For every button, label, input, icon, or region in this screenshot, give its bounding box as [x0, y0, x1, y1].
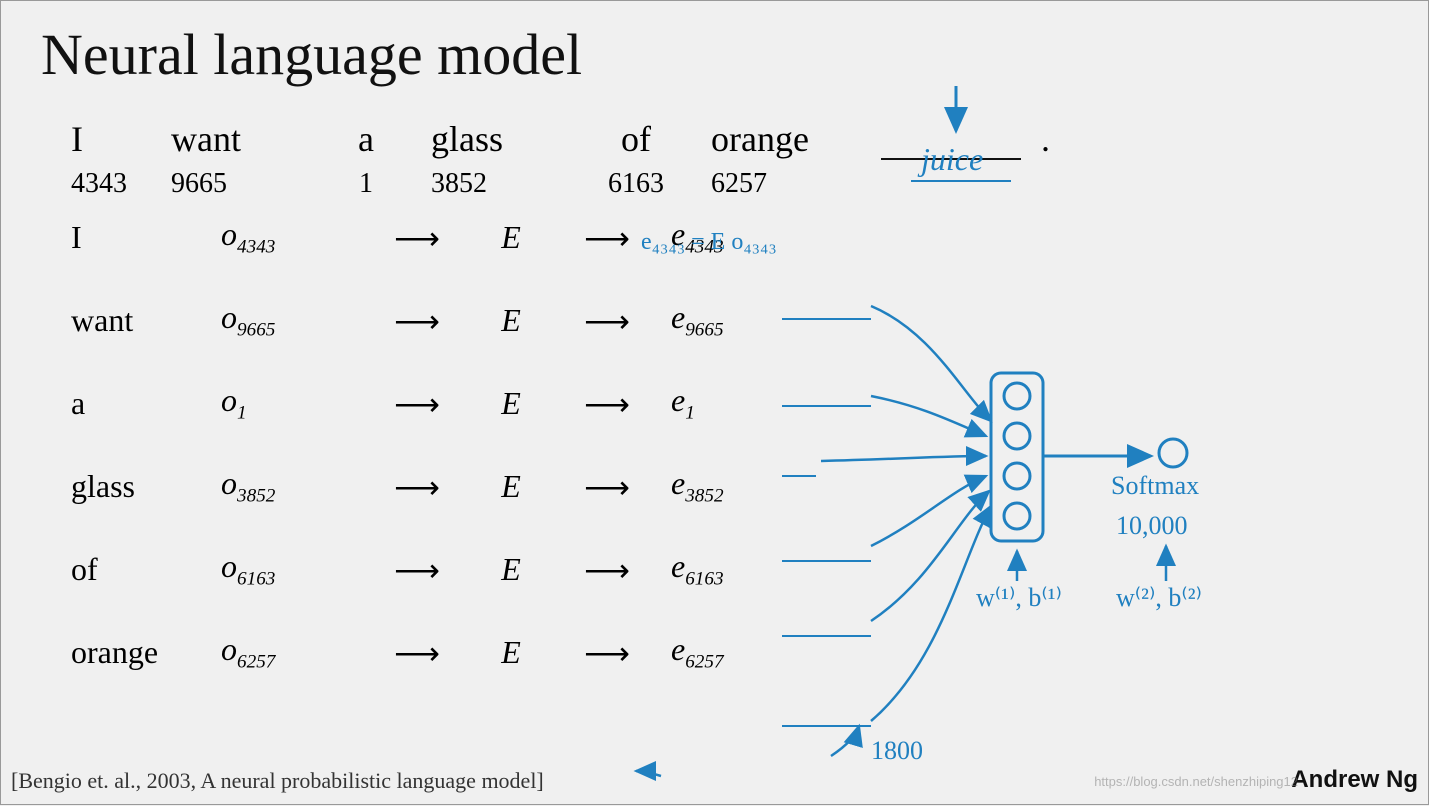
- onehot-vector: o6163: [221, 548, 351, 590]
- slide-title: Neural language model: [41, 21, 1388, 88]
- arrow-icon: ⟶: [351, 302, 481, 340]
- hand-w1: w⁽¹⁾, b⁽¹⁾: [976, 583, 1062, 613]
- word-of: of: [581, 118, 691, 160]
- arrow-icon: ⟶: [351, 219, 481, 257]
- word-want: want: [171, 118, 301, 160]
- arrow-icon: ⟶: [351, 385, 481, 423]
- id-4: 6163: [581, 168, 691, 200]
- embed-matrix-symbol: E: [481, 634, 541, 671]
- onehot-vector: o6257: [221, 631, 351, 673]
- embed-output: e6257: [671, 631, 811, 673]
- arrow-icon: ⟶: [351, 551, 481, 589]
- word-glass: glass: [431, 118, 561, 160]
- sentence-words-row: I want a glass of orange .: [71, 118, 1388, 160]
- arrow-icon: ⟶: [541, 634, 671, 672]
- onehot-vector: o9665: [221, 299, 351, 341]
- id-0: 4343: [71, 168, 151, 200]
- arrow-icon: ⟶: [541, 551, 671, 589]
- arrow-icon: ⟶: [541, 302, 671, 340]
- embed-matrix-symbol: E: [481, 219, 541, 256]
- id-5: 6257: [711, 168, 861, 200]
- embed-row-a: ao1⟶E⟶e1: [71, 381, 1388, 426]
- embed-word: want: [71, 302, 221, 339]
- embed-output: e3852: [671, 465, 811, 507]
- arrow-icon: ⟶: [541, 385, 671, 423]
- embed-matrix-symbol: E: [481, 468, 541, 505]
- embed-word: I: [71, 219, 221, 256]
- hand-juice: juice: [921, 141, 983, 178]
- arrow-icon: ⟶: [351, 468, 481, 506]
- citation-text: [Bengio et. al., 2003, A neural probabil…: [11, 768, 544, 794]
- onehot-vector: o4343: [221, 216, 351, 258]
- embed-matrix-symbol: E: [481, 302, 541, 339]
- id-3: 3852: [431, 168, 561, 200]
- hand-w2: w⁽²⁾, b⁽²⁾: [1116, 583, 1202, 613]
- sentence-ids-row: 4343 9665 1 3852 6163 6257: [71, 168, 1388, 200]
- hand-vocab: 10,000: [1116, 511, 1188, 541]
- embed-row-orange: orangeo6257⟶E⟶e6257: [71, 630, 1388, 675]
- period: .: [1041, 118, 1050, 160]
- id-2: 1: [321, 168, 411, 200]
- arrow-icon: ⟶: [351, 634, 481, 672]
- onehot-vector: o1: [221, 382, 351, 424]
- embed-word: orange: [71, 634, 221, 671]
- word-orange: orange: [711, 118, 861, 160]
- hand-1800: 1800: [871, 736, 923, 766]
- embed-word: a: [71, 385, 221, 422]
- embed-output: e1: [671, 382, 811, 424]
- embed-word: of: [71, 551, 221, 588]
- embed-output: e9665: [671, 299, 811, 341]
- id-1: 9665: [171, 168, 301, 200]
- word-a: a: [321, 118, 411, 160]
- onehot-vector: o3852: [221, 465, 351, 507]
- watermark: https://blog.csdn.net/shenzhiping12: [1094, 774, 1298, 789]
- embed-word: glass: [71, 468, 221, 505]
- hand-equation: e₄₃₄₃ = E o₄₃₄₃: [641, 229, 777, 256]
- embed-matrix-symbol: E: [481, 551, 541, 588]
- embed-matrix-symbol: E: [481, 385, 541, 422]
- author-name: Andrew Ng: [1291, 766, 1418, 794]
- embed-row-want: wanto9665⟶E⟶e9665: [71, 298, 1388, 343]
- arrow-icon: ⟶: [541, 468, 671, 506]
- word-I: I: [71, 118, 151, 160]
- hand-softmax: Softmax: [1111, 471, 1199, 501]
- embed-output: e6163: [671, 548, 811, 590]
